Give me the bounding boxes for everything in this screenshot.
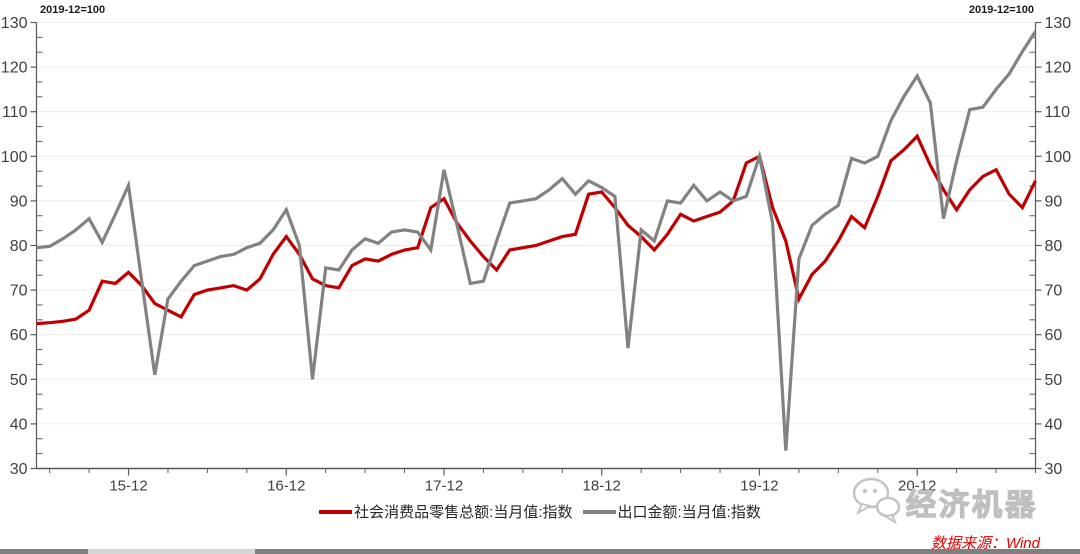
y-axis-label-left: 50 (10, 372, 28, 389)
data-source-note: 数据来源：Wind (930, 535, 1040, 552)
x-axis-label: 15-12 (109, 478, 147, 495)
y-axis-label-right: 70 (1045, 283, 1063, 300)
index-base-annotation-right: 2019-12=100 (968, 4, 1034, 16)
y-axis-label-right: 50 (1045, 372, 1063, 389)
retail-line-swatch (319, 509, 353, 514)
y-axis-label-left: 90 (10, 193, 28, 210)
y-axis-label-left: 70 (10, 283, 28, 300)
retail-sales-index-line (36, 133, 1037, 326)
legend-item-retail: 社会消费品零售总额:当月值:指数 (319, 501, 573, 522)
y-axis-label-right: 40 (1045, 416, 1063, 433)
y-axis-label-left: 60 (10, 327, 28, 344)
chart-legend: 社会消费品零售总额:当月值:指数 出口金额:当月值:指数 (0, 501, 1080, 522)
line-chart-plot-area: 30 30 40 40 50 50 60 60 70 70 80 80 90 90 100 100 110 110… (1, 15, 1072, 495)
y-axis-label-left: 80 (10, 238, 28, 255)
legend-item-export: 出口金额:当月值:指数 (582, 501, 761, 522)
y-axis-label-left: 40 (10, 416, 28, 433)
y-axis-label-left: 130 (1, 15, 28, 32)
index-base-annotation-left: 2019-12=100 (40, 4, 106, 16)
horizontal-scrollbar[interactable] (0, 549, 1080, 554)
x-axis-label: 19-12 (740, 478, 778, 495)
y-axis-label-right: 30 (1045, 461, 1063, 478)
x-axis-label: 20-12 (898, 478, 936, 495)
x-axis-label: 17-12 (425, 478, 463, 495)
y-axis-label-left: 100 (1, 149, 28, 166)
y-axis-label-left: 110 (2, 104, 28, 121)
y-axis-label-right: 80 (1045, 238, 1063, 255)
y-axis-label-right: 130 (1045, 15, 1072, 32)
export-line-swatch (582, 509, 616, 514)
horizontal-scrollbar-thumb[interactable] (88, 549, 255, 554)
y-axis-label-right: 120 (1045, 60, 1072, 77)
x-axis-label: 16-12 (267, 478, 305, 495)
y-axis-label-right: 90 (1045, 193, 1063, 210)
y-axis-label-right: 100 (1045, 149, 1072, 166)
y-axis-label-right: 60 (1045, 327, 1063, 344)
export-value-index-line (36, 30, 1037, 451)
y-axis-label-left: 30 (10, 461, 28, 478)
y-axis-label-right: 110 (1045, 104, 1071, 121)
legend-label-retail: 社会消费品零售总额:当月值:指数 (354, 504, 573, 521)
legend-label-export: 出口金额:当月值:指数 (617, 504, 761, 521)
y-axis-label-left: 120 (1, 60, 28, 77)
x-axis-label: 18-12 (583, 478, 621, 495)
